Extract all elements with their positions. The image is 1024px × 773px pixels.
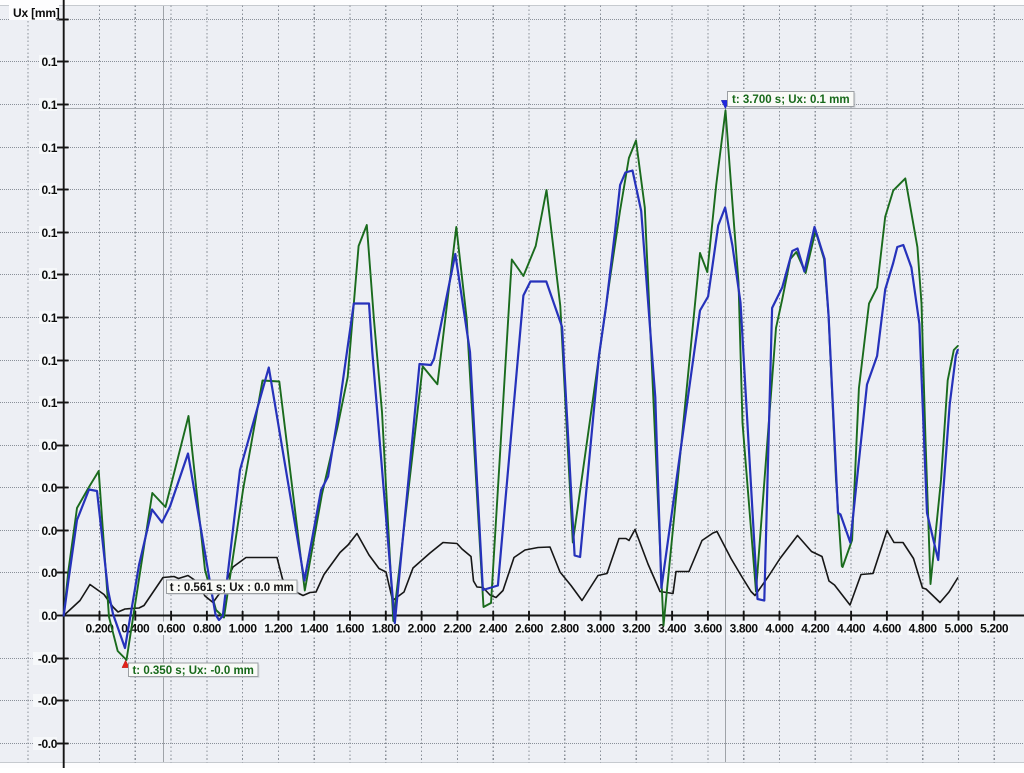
svg-text:3.800: 3.800: [730, 621, 759, 635]
svg-text:2.400: 2.400: [479, 621, 508, 635]
svg-text:0.0: 0.0: [42, 439, 58, 453]
svg-text:0.600: 0.600: [157, 621, 186, 635]
svg-text:0.1: 0.1: [42, 354, 58, 368]
svg-text:5.200: 5.200: [980, 621, 1009, 635]
svg-text:-0.0: -0.0: [38, 694, 58, 708]
svg-text:0.1: 0.1: [42, 268, 58, 282]
svg-text:3.400: 3.400: [658, 621, 687, 635]
svg-text:0.1: 0.1: [42, 311, 58, 325]
svg-text:0.400: 0.400: [121, 621, 150, 635]
svg-text:0.0: 0.0: [42, 609, 58, 623]
svg-text:0.800: 0.800: [193, 621, 222, 635]
svg-text:0.0: 0.0: [42, 524, 58, 538]
svg-text:4.400: 4.400: [837, 621, 866, 635]
svg-text:1.400: 1.400: [300, 621, 329, 635]
svg-text:0.1: 0.1: [42, 226, 58, 240]
svg-text:2.600: 2.600: [515, 621, 544, 635]
svg-text:-0.0: -0.0: [38, 652, 58, 666]
svg-text:3.000: 3.000: [587, 621, 616, 635]
svg-text:2.800: 2.800: [551, 621, 580, 635]
svg-text:-0.0: -0.0: [38, 737, 58, 751]
svg-text:4.800: 4.800: [909, 621, 938, 635]
svg-text:0.1: 0.1: [42, 141, 58, 155]
svg-text:3.200: 3.200: [622, 621, 651, 635]
svg-text:4.200: 4.200: [801, 621, 830, 635]
svg-text:4.000: 4.000: [765, 621, 794, 635]
svg-text:1.800: 1.800: [372, 621, 401, 635]
svg-text:0.1: 0.1: [42, 396, 58, 410]
svg-text:2.200: 2.200: [443, 621, 472, 635]
svg-text:0.0: 0.0: [42, 481, 58, 495]
svg-text:1.600: 1.600: [336, 621, 365, 635]
svg-text:0.1: 0.1: [42, 98, 58, 112]
svg-text:3.600: 3.600: [694, 621, 723, 635]
svg-text:1.200: 1.200: [264, 621, 293, 635]
svg-text:2.000: 2.000: [408, 621, 437, 635]
svg-text:0.1: 0.1: [42, 55, 58, 69]
svg-text:t : 0.561 s; Ux : 0.0 mm: t : 0.561 s; Ux : 0.0 mm: [170, 582, 294, 594]
svg-text:0.200: 0.200: [85, 621, 114, 635]
svg-text:t: 3.700 s; Ux: 0.1 mm: t: 3.700 s; Ux: 0.1 mm: [732, 94, 850, 106]
svg-text:4.600: 4.600: [873, 621, 902, 635]
svg-text:Ux [mm]: Ux [mm]: [13, 6, 60, 20]
svg-text:0.1: 0.1: [42, 183, 58, 197]
svg-text:0.0: 0.0: [42, 566, 58, 580]
svg-text:5.000: 5.000: [944, 621, 973, 635]
svg-text:t: 0.350 s; Ux: -0.0 mm: t: 0.350 s; Ux: -0.0 mm: [132, 665, 253, 677]
svg-text:1.000: 1.000: [229, 621, 258, 635]
